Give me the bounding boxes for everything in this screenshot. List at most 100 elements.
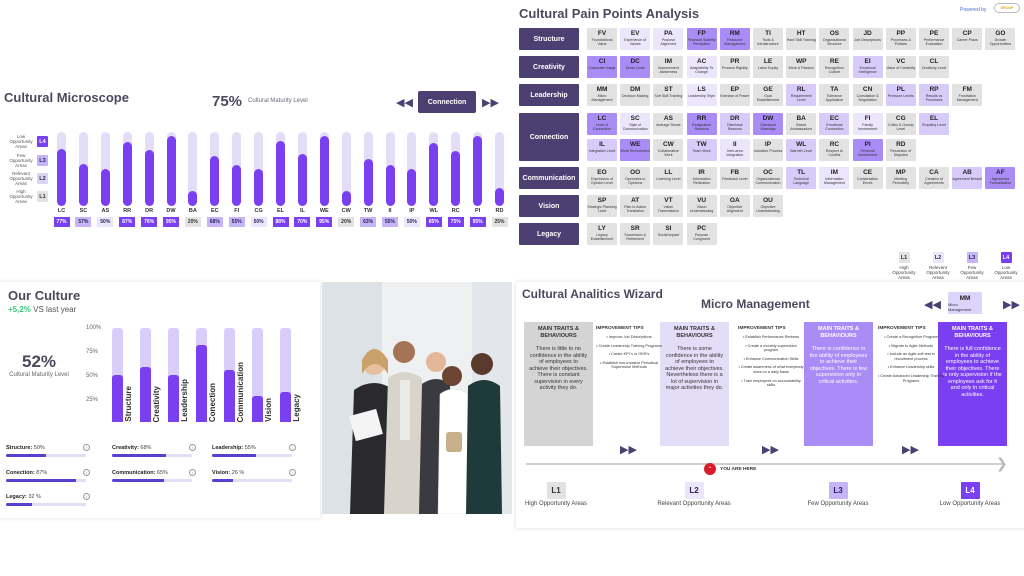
pain-point-pe[interactable]: PE Performance Evaluation xyxy=(919,28,949,50)
info-icon[interactable]: i xyxy=(289,469,296,476)
pain-point-rr[interactable]: RR Resignation Reasons xyxy=(686,113,717,135)
pain-point-cn[interactable]: CN Consiliation & Negotiation xyxy=(852,84,883,106)
pain-point-st[interactable]: ST Soft Skill Training xyxy=(653,84,684,106)
double-chevron-left-icon[interactable]: ◀◀ xyxy=(924,299,941,311)
pain-point-ec[interactable]: EC Emotional Connection xyxy=(819,113,850,135)
pain-point-eo[interactable]: EO Expression of Opinion Level xyxy=(587,167,617,189)
pain-point-oc[interactable]: OC Organizational Communication xyxy=(753,167,783,189)
pain-point-fv[interactable]: FV Foundational Value xyxy=(587,28,617,50)
pain-point-ge[interactable]: GE Goal Establishment xyxy=(753,84,783,106)
category-communication[interactable]: Communication xyxy=(519,167,579,189)
pain-point-rc[interactable]: RC Respect to Conflict xyxy=(819,139,850,161)
pain-point-rd[interactable]: RD Resolution of Disputes xyxy=(885,139,916,161)
pain-point-jd[interactable]: JD Job Descriptions xyxy=(852,28,883,50)
pain-point-af[interactable]: AF Agreement Formalization xyxy=(985,167,1016,189)
pain-point-ca[interactable]: CA Creation of Agreements xyxy=(919,167,949,189)
pain-point-pi[interactable]: PI Personal Involvement xyxy=(852,139,883,161)
pain-point-ip[interactable]: IP Induction Process xyxy=(753,139,783,161)
pain-point-vc[interactable]: VC Value of Creativity xyxy=(885,56,916,78)
pain-point-oo[interactable]: OO Openness to Opinions xyxy=(620,167,651,189)
pain-point-ii[interactable]: II Inter-area Integration xyxy=(719,139,750,161)
pain-point-go[interactable]: GO Growth Opportunities xyxy=(985,28,1016,50)
pain-point-dw[interactable]: DW Dismissal Warnings xyxy=(753,113,783,135)
pain-point-il[interactable]: IL Integration Level xyxy=(587,139,617,161)
pain-point-ta[interactable]: TA Tolerance Application xyxy=(819,84,850,106)
pain-point-cp[interactable]: CP Career Plans xyxy=(952,28,983,50)
pain-point-ti[interactable]: TI Tools & Infrastructure xyxy=(753,28,783,50)
info-icon[interactable]: i xyxy=(83,469,90,476)
pain-point-ep[interactable]: EP Exercise of Power xyxy=(719,84,750,106)
pain-point-fm[interactable]: FM Frustration Management xyxy=(952,84,983,106)
double-chevron-right-icon[interactable]: ▶▶ xyxy=(762,444,779,456)
pain-point-si[interactable]: SI Social Impact xyxy=(653,223,684,245)
info-icon[interactable]: i xyxy=(83,444,90,451)
pain-point-dm[interactable]: DM Decision Making xyxy=(620,84,651,106)
pain-point-cw[interactable]: CW Collaborative Work xyxy=(653,139,684,161)
pain-point-el[interactable]: EL Empathy Level xyxy=(919,113,949,135)
pain-point-wl[interactable]: WL Warmth Level xyxy=(786,139,817,161)
pain-point-le[interactable]: LE Labor Equity xyxy=(753,56,783,78)
category-connection[interactable]: Connection xyxy=(519,113,579,161)
pain-point-cg[interactable]: CG Critics & Gossip Level xyxy=(885,113,916,135)
pain-point-mp[interactable]: MP Meeting Periodicity xyxy=(885,167,916,189)
info-icon[interactable]: i xyxy=(189,469,196,476)
pain-point-rp[interactable]: RP Results vs Processes xyxy=(919,84,949,106)
pain-point-vu[interactable]: VU Vision Understanding xyxy=(686,195,717,217)
double-chevron-right-icon[interactable]: ▶▶ xyxy=(902,444,919,456)
pain-point-lc[interactable]: LC Level of Connection xyxy=(587,113,617,135)
pain-point-ev[interactable]: EV Experience of Values xyxy=(620,28,651,50)
pain-point-wp[interactable]: WP Work & Passion xyxy=(786,56,817,78)
pain-point-fp[interactable]: FP Financial Stability Perception xyxy=(686,28,717,50)
pain-point-ab[interactable]: AB Agreement Breach xyxy=(952,167,983,189)
pain-point-rm[interactable]: RM Resource Management xyxy=(719,28,750,50)
pain-point-tw[interactable]: TW Team Work xyxy=(686,139,717,161)
pain-point-ir[interactable]: IR Information Reification xyxy=(686,167,717,189)
pain-point-dc[interactable]: DC Dress Code xyxy=(620,56,651,78)
info-icon[interactable]: i xyxy=(189,444,196,451)
pain-point-pl[interactable]: PL Pressure Levels xyxy=(885,84,916,106)
pain-point-vt[interactable]: VT Vision Transmission xyxy=(653,195,684,217)
pain-point-ly[interactable]: LY Legacy Establishment xyxy=(587,223,617,245)
pain-point-sp[interactable]: SP Strategic Planning Level xyxy=(587,195,617,217)
pain-point-ba[interactable]: BA Brand Ambassadors xyxy=(786,113,817,135)
double-chevron-left-icon[interactable]: ◀◀ xyxy=(396,97,413,109)
pain-point-ac[interactable]: AC Adaptability To Change xyxy=(686,56,717,78)
pain-point-sr[interactable]: SR Succession & Retirement xyxy=(620,223,651,245)
pain-point-pa[interactable]: PA Purpose Alignment xyxy=(653,28,684,50)
pain-point-fb[interactable]: FB Feedback Level xyxy=(719,167,750,189)
pain-point-pr[interactable]: PR Process Rigidity xyxy=(719,56,750,78)
pain-point-im[interactable]: IM Information Management xyxy=(819,167,850,189)
pain-point-dr[interactable]: DR Dismissal Reasons xyxy=(719,113,750,135)
double-chevron-right-icon[interactable]: ▶▶ xyxy=(482,97,499,109)
connection-button[interactable]: Connection xyxy=(418,91,476,113)
pain-point-mm[interactable]: MM Micro Management xyxy=(587,84,617,106)
selected-trait-chip[interactable]: MM Micro Management xyxy=(948,292,982,314)
pain-point-we[interactable]: WE Work Environment xyxy=(620,139,651,161)
pain-point-tl[interactable]: TL Technical Language xyxy=(786,167,817,189)
pain-point-os[interactable]: OS Organizational Structure xyxy=(819,28,850,50)
category-legacy[interactable]: Legacy xyxy=(519,223,579,245)
pain-point-fi[interactable]: FI Family Involvement xyxy=(852,113,883,135)
category-leadership[interactable]: Leadership xyxy=(519,84,579,106)
pain-point-ou[interactable]: OU Objective Understanding xyxy=(753,195,783,217)
pain-point-ei[interactable]: EI Emotional Intelligence xyxy=(852,56,883,78)
pain-point-ls[interactable]: LS Leadership Style xyxy=(686,84,717,106)
pain-point-re[interactable]: RE Recognition Culture xyxy=(819,56,850,78)
pain-point-im[interactable]: IM Improvement Awareness xyxy=(653,56,684,78)
category-vision[interactable]: Vision xyxy=(519,195,579,217)
pain-point-pp[interactable]: PP Processes & Policies xyxy=(885,28,916,50)
pain-point-ci[interactable]: CI Corporate Image xyxy=(587,56,617,78)
info-icon[interactable]: i xyxy=(289,444,296,451)
pain-point-sc[interactable]: SC Style of Communication xyxy=(620,113,651,135)
pain-point-pc[interactable]: PC Purpose Congruent xyxy=(686,223,717,245)
pain-point-rl[interactable]: RL Requirement Level xyxy=(786,84,817,106)
pain-point-at[interactable]: AT Plan to Action Translation xyxy=(620,195,651,217)
double-chevron-right-icon[interactable]: ▶▶ xyxy=(620,444,637,456)
pain-point-as[interactable]: AS Average Sense xyxy=(653,113,684,135)
double-chevron-right-icon[interactable]: ▶▶ xyxy=(1003,299,1020,311)
category-structure[interactable]: Structure xyxy=(519,28,579,50)
pain-point-ce[interactable]: CE Conversation Errors xyxy=(852,167,883,189)
pain-point-cl[interactable]: CL Creativity Level xyxy=(919,56,949,78)
pain-point-ht[interactable]: HT Hard Skill Training xyxy=(786,28,817,50)
info-icon[interactable]: i xyxy=(83,493,90,500)
